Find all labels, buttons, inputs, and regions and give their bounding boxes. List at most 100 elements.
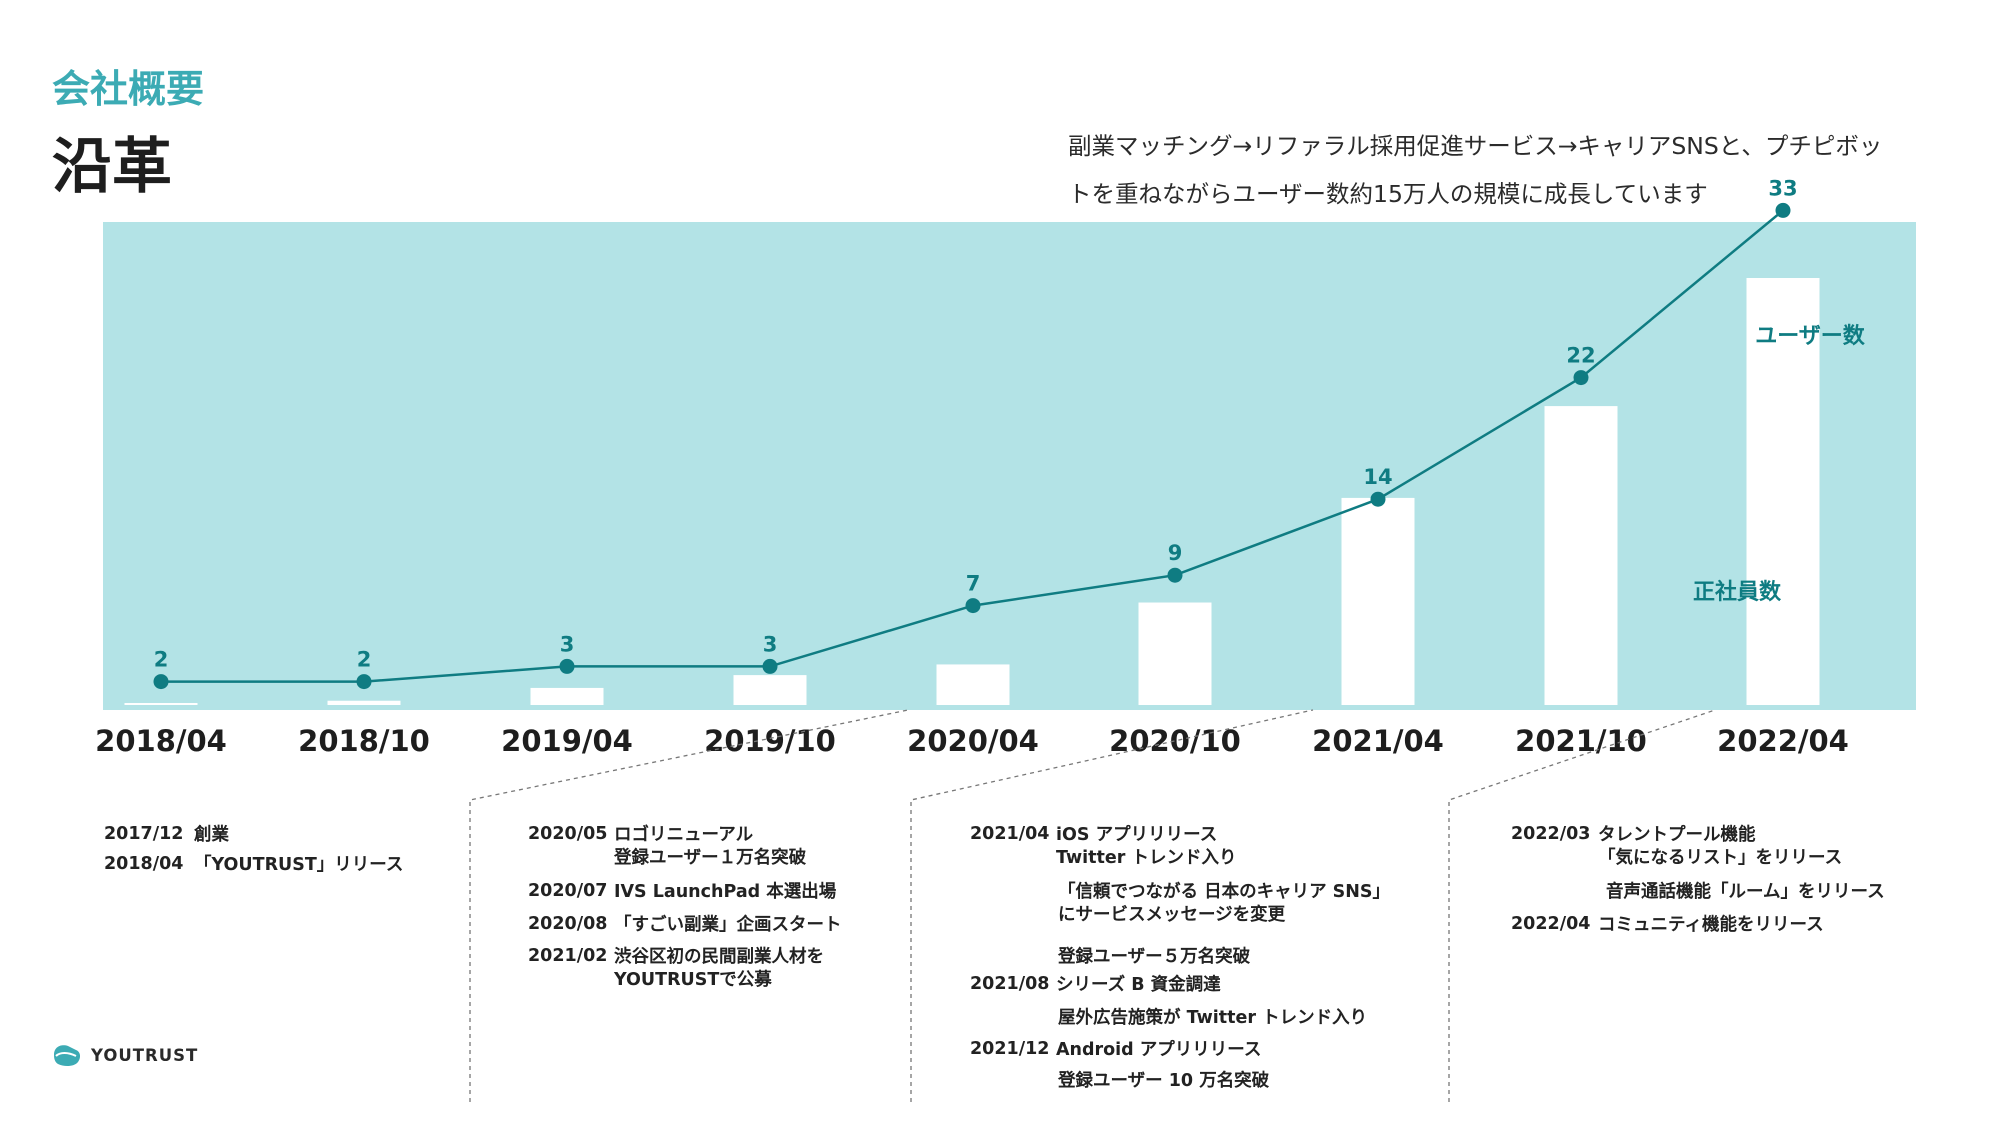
bar-users <box>1746 278 1820 705</box>
event-date <box>970 946 1056 969</box>
data-point <box>1167 567 1183 583</box>
event-text: 渋谷区初の民間副業人材を <box>614 947 824 967</box>
tick-label: 2021/10 <box>1515 724 1647 758</box>
event-date <box>970 1007 1056 1030</box>
data-label: 3 <box>763 632 778 656</box>
youtrust-logo-icon <box>54 1045 81 1067</box>
timeline-event: 2022/03 タレントプール機能「気になるリスト」をリリース <box>1511 824 1842 870</box>
event-date <box>970 1070 1056 1093</box>
logo: YOUTRUST <box>50 1042 198 1068</box>
timeline-connector <box>910 709 1314 1102</box>
bar-users <box>1341 497 1415 705</box>
tick-label: 2018/10 <box>298 724 430 758</box>
event-date: 2021/08 <box>970 974 1050 994</box>
data-label: 2 <box>154 648 169 672</box>
event-text: IVS LaunchPad 本選出場 <box>614 882 837 902</box>
timeline-event: 屋外広告施策が Twitter トレンド入り <box>970 1007 1367 1030</box>
data-point <box>1573 370 1589 386</box>
section-label: 会社概要 <box>52 67 205 111</box>
event-text: ロゴリニューアル <box>614 825 754 845</box>
data-point <box>1775 202 1791 218</box>
data-point <box>153 674 169 690</box>
event-date: 2022/04 <box>1511 914 1591 934</box>
timeline-event: 音声通話機能「ルーム」をリリース <box>1511 881 1885 904</box>
timeline-event: 「信頼でつながる 日本のキャリア SNS」 にサービスメッセージを変更 <box>970 881 1390 927</box>
event-text: 「YOUTRUST」リリース <box>194 855 404 875</box>
logo-text: YOUTRUST <box>91 1045 199 1065</box>
series-label-users: ユーザー数 <box>1755 323 1866 349</box>
data-point <box>965 598 981 614</box>
tick-label: 2020/10 <box>1109 724 1241 758</box>
timeline-event: 登録ユーザー 10 万名突破 <box>970 1070 1269 1093</box>
event-text: 「信頼でつながる 日本のキャリア SNS」 <box>1058 882 1391 902</box>
timeline-event: 2020/07 IVS LaunchPad 本選出場 <box>528 881 836 904</box>
tick-label: 2018/04 <box>95 724 227 758</box>
timeline-event: 2021/12 Android アプリリリース <box>970 1039 1261 1062</box>
bar-users <box>1544 406 1618 705</box>
data-label: 2 <box>357 648 372 672</box>
event-text: 屋外広告施策が Twitter トレンド入り <box>1058 1008 1368 1028</box>
event-text: iOS アプリリリース <box>1056 825 1218 845</box>
event-text: Twitter トレンド入り <box>1056 848 1237 868</box>
event-text: にサービスメッセージを変更 <box>1058 905 1286 925</box>
event-text: 創業 <box>194 825 229 845</box>
page-title: 沿革 <box>52 132 172 202</box>
timeline-event: 2021/02 渋谷区初の民間副業人材を YOUTRUSTで公募 <box>528 946 824 992</box>
bar-users <box>327 700 401 705</box>
bar-users <box>936 664 1010 705</box>
event-date: 2020/08 <box>528 914 608 934</box>
event-text: YOUTRUSTで公募 <box>614 970 772 990</box>
timeline-event: 登録ユーザー５万名突破 <box>970 946 1250 969</box>
event-date: 2018/04 <box>104 854 184 874</box>
tick-label: 2022/04 <box>1717 724 1849 758</box>
data-label: 3 <box>560 632 575 656</box>
timeline-event: 2017/12 創業 <box>104 824 229 847</box>
tick-label: 2021/04 <box>1312 724 1444 758</box>
event-text: 「すごい副業」企画スタート <box>614 915 842 935</box>
event-text: 「気になるリスト」をリリース <box>1598 848 1843 868</box>
series-label-employees: 正社員数 <box>1693 579 1782 605</box>
event-date: 2020/05 <box>528 824 608 844</box>
event-text: シリーズ B 資金調達 <box>1056 975 1221 995</box>
data-label: 22 <box>1566 344 1595 368</box>
bar-users <box>530 687 604 705</box>
event-date: 2021/12 <box>970 1039 1050 1059</box>
tick-label: 2019/04 <box>501 724 633 758</box>
timeline-event: 2018/04 「YOUTRUST」リリース <box>104 854 403 877</box>
summary-line-1: 副業マッチング→リファラル採用促進サービス→キャリアSNSと、プチピボッ <box>1068 132 1883 160</box>
timeline-event: 2020/05 ロゴリニューアル登録ユーザー１万名突破 <box>528 824 806 870</box>
timeline-event: 2022/04 コミュニティ機能をリリース <box>1511 914 1824 937</box>
event-date: 2020/07 <box>528 881 608 901</box>
timeline-connector <box>1448 709 1716 1102</box>
data-label: 9 <box>1168 541 1183 565</box>
bar-users <box>733 675 807 705</box>
data-label: 14 <box>1363 465 1392 489</box>
data-label: 33 <box>1768 176 1797 200</box>
summary-line-2: トを重ねながらユーザー数約15万人の規模に成長しています <box>1068 180 1708 208</box>
timeline-event: 2021/04 iOS アプリリリース Twitter トレンド入り <box>970 824 1237 870</box>
event-date: 2017/12 <box>104 824 184 844</box>
event-date: 2021/04 <box>970 824 1050 844</box>
event-date <box>1511 881 1598 904</box>
bar-users <box>1138 602 1212 705</box>
event-text: 登録ユーザー 10 万名突破 <box>1058 1071 1270 1091</box>
tick-label: 2019/10 <box>704 724 836 758</box>
event-text: 登録ユーザー５万名突破 <box>1058 947 1251 967</box>
summary-text: 副業マッチング→リファラル採用促進サービス→キャリアSNSと、プチピボッ トを重… <box>1068 122 1968 218</box>
data-point <box>559 658 575 674</box>
bar-users <box>124 703 198 705</box>
event-text: コミュニティ機能をリリース <box>1598 915 1824 935</box>
event-text: タレントプール機能 <box>1598 825 1756 845</box>
event-date: 2022/03 <box>1511 824 1591 844</box>
data-point <box>1370 491 1386 507</box>
event-text: 登録ユーザー１万名突破 <box>614 848 807 868</box>
event-date <box>970 881 1056 927</box>
data-label: 7 <box>966 572 981 596</box>
event-text: Android アプリリリース <box>1056 1040 1262 1060</box>
event-date: 2021/02 <box>528 946 608 966</box>
plot-area <box>103 222 1916 710</box>
event-text: 音声通話機能「ルーム」をリリース <box>1606 882 1885 902</box>
data-point <box>356 674 372 690</box>
timeline-connector <box>469 709 909 1102</box>
